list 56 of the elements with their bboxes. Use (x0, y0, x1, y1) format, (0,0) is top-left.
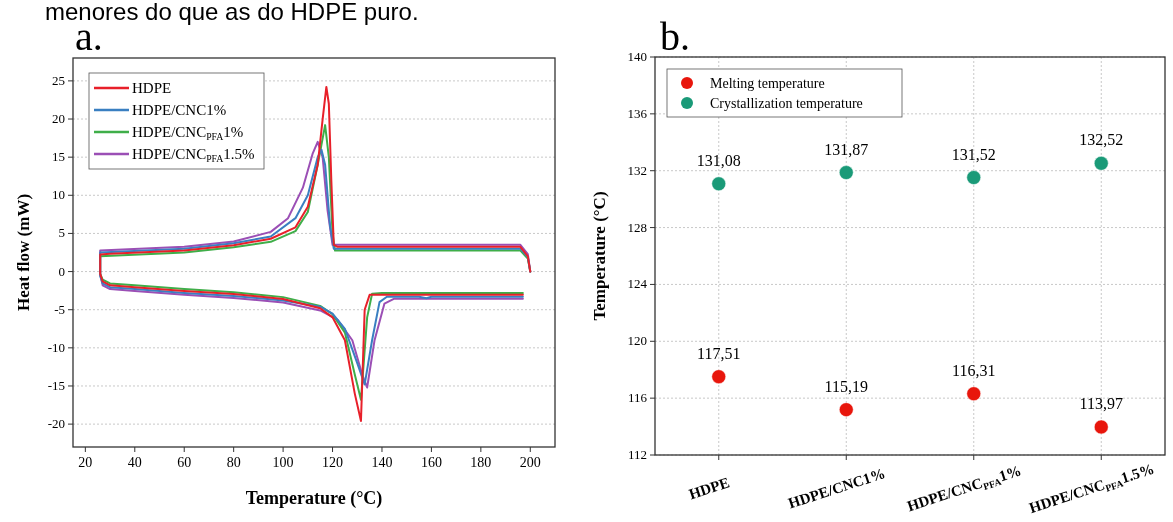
legend-label: Melting temperature (710, 76, 825, 91)
y-tick-label: 136 (627, 105, 648, 121)
y-tick-label: 0 (58, 263, 65, 279)
y-tick-label: -5 (54, 301, 65, 317)
legend-label: HDPE (132, 80, 172, 96)
y-tick-label: 120 (627, 333, 647, 349)
y-tick-label: 5 (58, 225, 65, 241)
x-tick-label: 160 (420, 455, 442, 470)
y-tick-label: -20 (47, 416, 65, 432)
y-axis-title: Heat flow (mW) (14, 193, 33, 312)
y-tick-label: 140 (627, 49, 647, 64)
y-tick-label: -10 (47, 339, 65, 355)
point (966, 386, 981, 401)
point (1094, 419, 1109, 435)
legend-label: HDPE/CNC$_{PFA}$1% (132, 124, 244, 142)
x-tick-label: HDPE (686, 474, 732, 503)
x-tick-label: 100 (272, 455, 294, 470)
data-label: 117,51 (697, 344, 741, 362)
legend-label: HDPE/CNC1% (132, 102, 227, 118)
x-tick-label: 60 (177, 455, 192, 470)
data-label: 116,31 (952, 361, 996, 379)
point (839, 402, 854, 417)
y-tick-label: 25 (52, 72, 65, 88)
data-label: 115,19 (824, 377, 868, 395)
legend-label: HDPE/CNC$_{PFA}$1.5% (132, 146, 255, 164)
point (839, 165, 854, 180)
y-tick-label: -15 (47, 377, 65, 393)
y-tick-label: 15 (52, 149, 65, 165)
y-tick-label: 128 (627, 219, 647, 235)
point (966, 170, 981, 185)
data-label: 113,97 (1079, 395, 1123, 412)
x-tick-label: 140 (371, 455, 393, 470)
y-tick-label: 132 (627, 162, 647, 178)
data-label: 131,87 (824, 140, 869, 158)
data-label: 131,08 (696, 151, 741, 169)
x-tick-label: 20 (78, 455, 93, 470)
point (1094, 156, 1109, 171)
x-axis-title: Temperature (°C) (245, 488, 383, 509)
y-tick-label: 124 (627, 276, 648, 292)
x-tick-label: 80 (226, 455, 241, 470)
y-tick-label: 20 (52, 111, 65, 127)
point (711, 369, 726, 384)
y-axis-title: Temperature (°C) (590, 191, 609, 321)
y-tick-label: 10 (52, 187, 65, 203)
y-tick-label: 112 (627, 447, 647, 462)
legend-label: Crystallization temperature (710, 96, 863, 111)
data-label: 132,52 (1079, 131, 1124, 149)
y-tick-label: 116 (627, 390, 648, 406)
line-series (99, 85, 532, 423)
x-tick-label: 200 (519, 455, 541, 470)
x-tick-label: 40 (127, 455, 142, 470)
point (711, 176, 726, 192)
data-label: 131,52 (951, 145, 996, 163)
chart-title: b. (660, 14, 690, 59)
x-tick-label: 120 (322, 455, 344, 470)
x-tick-label: 180 (470, 455, 492, 470)
